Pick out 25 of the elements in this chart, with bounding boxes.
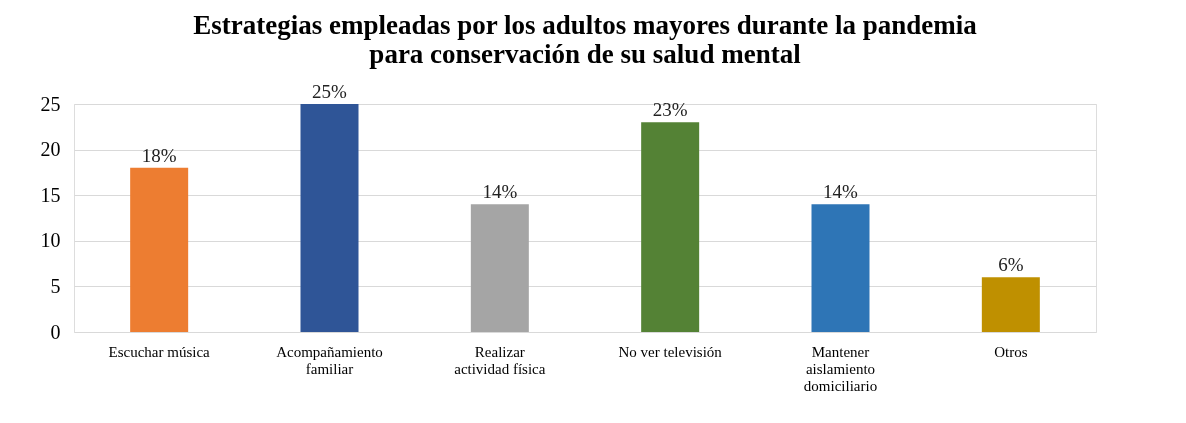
data-label: 23%: [652, 99, 688, 121]
x-tick-label: Acompañamiento familiar: [276, 343, 383, 377]
data-label: 6%: [998, 254, 1024, 276]
y-tick-label: 10: [40, 229, 61, 252]
y-tick-label: 15: [40, 183, 61, 206]
bar: [130, 167, 189, 332]
data-label: 25%: [312, 81, 348, 102]
bar: [981, 277, 1040, 332]
y-tick-label: 25: [40, 92, 61, 115]
data-label: 18%: [141, 144, 177, 166]
bar: [300, 104, 359, 332]
x-tick-label: Realizar actividad física: [454, 343, 546, 377]
x-tick-label: Otros: [994, 343, 1028, 360]
y-tick-label: 0: [50, 320, 61, 343]
x-tick-label: No ver televisión: [618, 343, 723, 360]
bar: [470, 204, 529, 332]
chart-title: Estrategias empleadas por los adultos mayores durante la pandemia para conservación de su salud mental: [193, 10, 978, 69]
x-tick-label: Mantener aislamiento domiciliario: [803, 343, 878, 394]
y-tick-label: 5: [50, 274, 61, 297]
bar: [811, 204, 870, 332]
y-tick-label: 20: [40, 138, 61, 161]
data-label: 14%: [823, 181, 859, 203]
bar: [641, 122, 700, 332]
x-tick-label: Escuchar música: [108, 343, 211, 360]
data-label: 14%: [482, 181, 518, 203]
